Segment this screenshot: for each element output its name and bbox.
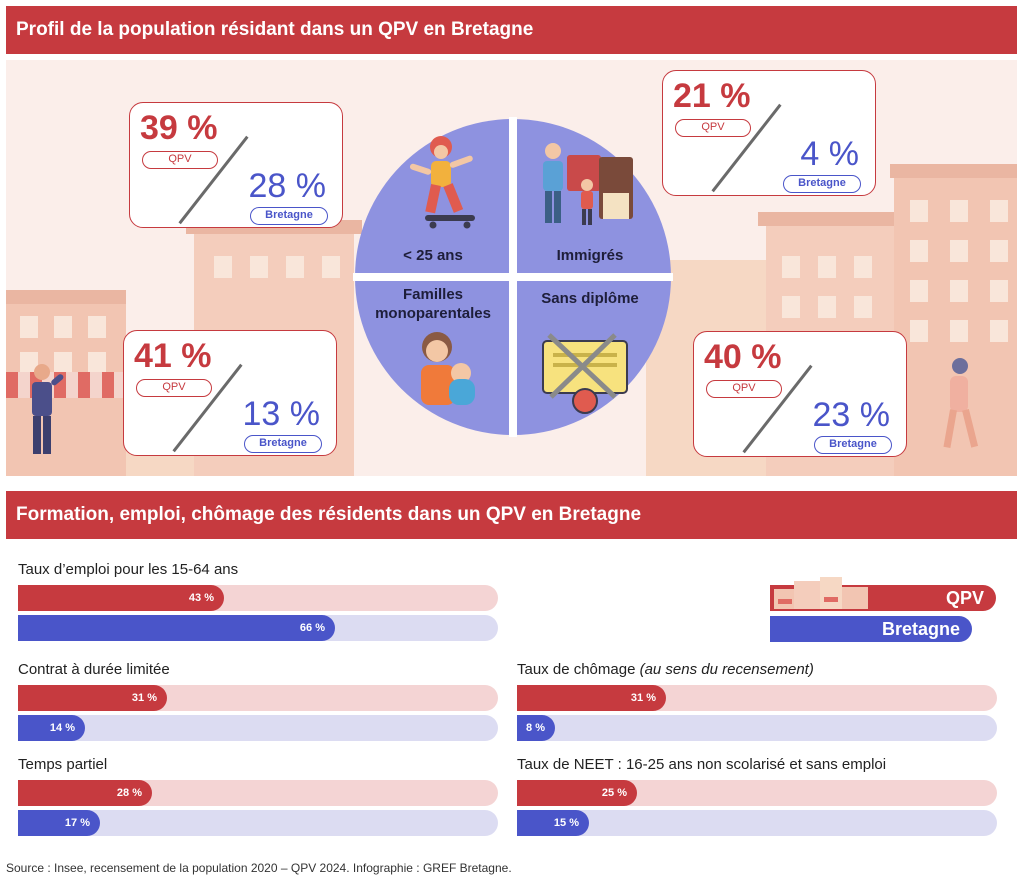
card-single-parent-bretagne-value: 13 % — [242, 395, 321, 433]
pie-label-immigrants: Immigrés — [556, 247, 624, 264]
mother-baby-icon — [421, 332, 475, 405]
skater-icon — [409, 136, 475, 229]
bar-track-chomage-bretagne: 8 % — [517, 715, 997, 741]
bar-cdl-qpv: 31 % — [18, 685, 167, 711]
indicator-title-partiel: Temps partiel — [18, 756, 107, 773]
bar-track-partiel-qpv: 28 % — [18, 780, 498, 806]
legend: QPV Bretagne — [770, 577, 1000, 645]
card-immigrants: 21 % QPV 4 % Bretagne — [662, 70, 876, 196]
profile-infographic: < 25 ans Immigrés Familles monoparentale… — [6, 60, 1017, 476]
bar-track-chomage-qpv: 31 % — [517, 685, 997, 711]
profile-banner-title: Profil de la population résidant dans un… — [16, 19, 534, 40]
card-immigrants-bretagne-value: 4 % — [800, 135, 859, 173]
card-young-qpv-pill: QPV — [142, 151, 218, 169]
pie-label-single-parent-2: monoparentales — [375, 305, 491, 322]
bar-cdl-bretagne: 14 % — [18, 715, 85, 741]
card-single-parent-qpv-value: 41 % — [134, 337, 212, 375]
bar-track-emploi-qpv: 43 % — [18, 585, 498, 611]
bar-track-emploi-bretagne: 66 % — [18, 615, 498, 641]
card-immigrants-qpv-pill: QPV — [675, 119, 751, 137]
indicator-title-note: (au sens du recensement) — [639, 661, 814, 678]
card-immigrants-slash — [711, 103, 782, 193]
bar-neet-qpv: 25 % — [517, 780, 637, 806]
man-illustration — [32, 364, 64, 454]
indicator-title-text: Taux de NEET : 16-25 ans non scolarisé e… — [517, 756, 887, 773]
card-single-parent-qpv-pill: QPV — [136, 379, 212, 397]
card-no-diploma: 40 % QPV 23 % Bretagne — [693, 331, 907, 457]
pie-label-young: < 25 ans — [403, 247, 463, 264]
bar-partiel-qpv: 28 % — [18, 780, 152, 806]
card-young-qpv-value: 39 % — [140, 109, 218, 147]
bar-track-partiel-bretagne: 17 % — [18, 810, 498, 836]
indicator-title-text: Taux de chômage — [517, 661, 640, 678]
card-immigrants-qpv-value: 21 % — [673, 77, 751, 115]
bar-chomage-bretagne: 8 % — [517, 715, 555, 741]
legend-bretagne: Bretagne — [770, 616, 972, 642]
card-young-bretagne-pill: Bretagne — [250, 207, 328, 225]
source-note: Source : Insee, recensement de la popula… — [6, 861, 512, 875]
card-young-bretagne-value: 28 % — [248, 167, 327, 205]
card-no-diploma-bretagne-value: 23 % — [812, 396, 891, 434]
card-single-parent-slash — [172, 363, 243, 453]
indicator-title-cdl: Contrat à durée limitée — [18, 661, 170, 678]
indicator-title-emploi: Taux d’emploi pour les 15-64 ans — [18, 561, 238, 578]
pie-horizontal-divider — [353, 273, 673, 281]
bar-emploi-bretagne: 66 % — [18, 615, 335, 641]
bar-track-neet-bretagne: 15 % — [517, 810, 997, 836]
bar-emploi-qpv: 43 % — [18, 585, 224, 611]
diploma-crossed-icon — [542, 333, 628, 414]
indicator-title-chomage: Taux de chômage (au sens du recensement) — [517, 661, 814, 678]
work-banner-title: Formation, emploi, chômage des résidents… — [16, 504, 642, 525]
bar-partiel-bretagne: 17 % — [18, 810, 100, 836]
bar-track-cdl-bretagne: 14 % — [18, 715, 498, 741]
indicator-title-text: Taux d’emploi pour les 15-64 ans — [18, 561, 239, 578]
work-banner: Formation, emploi, chômage des résidents… — [6, 491, 1017, 539]
card-immigrants-bretagne-pill: Bretagne — [783, 175, 861, 193]
profile-pie — [353, 117, 673, 437]
card-single-parent-bretagne-pill: Bretagne — [244, 435, 322, 453]
pie-label-single-parent-1: Familles — [402, 286, 464, 303]
bar-track-cdl-qpv: 31 % — [18, 685, 498, 711]
immigrants-icon — [543, 143, 633, 225]
card-no-diploma-qpv-pill: QPV — [706, 380, 782, 398]
card-young-slash — [178, 135, 249, 225]
bar-track-neet-qpv: 25 % — [517, 780, 997, 806]
legend-town-icon — [774, 577, 868, 609]
pie-label-no-diploma: Sans diplôme — [541, 290, 639, 307]
card-no-diploma-bretagne-pill: Bretagne — [814, 436, 892, 454]
card-no-diploma-qpv-value: 40 % — [704, 338, 782, 376]
card-single-parent: 41 % QPV 13 % Bretagne — [123, 330, 337, 456]
woman-illustration — [943, 358, 979, 448]
bar-chomage-qpv: 31 % — [517, 685, 666, 711]
bar-neet-bretagne: 15 % — [517, 810, 589, 836]
indicator-title-text: Contrat à durée limitée — [18, 661, 170, 678]
card-no-diploma-slash — [742, 364, 813, 454]
indicator-title-text: Temps partiel — [18, 756, 108, 773]
profile-banner: Profil de la population résidant dans un… — [6, 6, 1017, 54]
card-young: 39 % QPV 28 % Bretagne — [129, 102, 343, 228]
indicator-title-neet: Taux de NEET : 16-25 ans non scolarisé e… — [517, 756, 886, 773]
